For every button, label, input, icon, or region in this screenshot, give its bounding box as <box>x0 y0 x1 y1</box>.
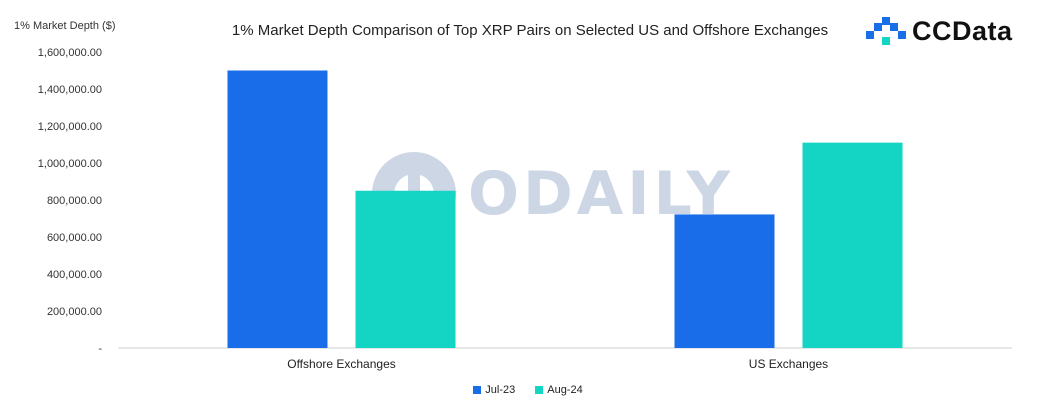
y-tick-label: - <box>98 343 102 355</box>
y-tick-label: 1,400,000.00 <box>38 84 102 96</box>
ccdata-logo: CCData <box>866 14 1013 48</box>
bar-1-1 <box>802 142 903 348</box>
y-tick-label: 200,000.00 <box>47 306 102 318</box>
bar-0-0 <box>227 70 328 348</box>
y-axis-title: 1% Market Depth ($) <box>14 20 116 32</box>
bar-1-0 <box>674 214 775 348</box>
legend-item-jul23: Jul-23 <box>473 384 515 396</box>
y-tick-label: 600,000.00 <box>47 232 102 244</box>
y-tick-label: 1,000,000.00 <box>38 158 102 170</box>
chart-title: 1% Market Depth Comparison of Top XRP Pa… <box>231 22 829 39</box>
legend-swatch-aug24 <box>535 386 544 394</box>
logo-text: CCData <box>912 15 1013 46</box>
legend-item-aug24: Aug-24 <box>535 384 583 396</box>
ccdata-logo-icon <box>866 17 906 45</box>
x-category-label: Offshore Exchanges <box>287 357 396 371</box>
legend-label-aug24: Aug-24 <box>547 384 583 396</box>
y-tick-label: 800,000.00 <box>47 195 102 207</box>
y-tick-label: 1,200,000.00 <box>38 121 102 133</box>
y-tick-label: 400,000.00 <box>47 269 102 281</box>
legend-swatch-jul23 <box>473 386 482 394</box>
legend: Jul-23 Aug-24 <box>0 384 1056 396</box>
x-category-label: US Exchanges <box>749 357 828 371</box>
y-tick-label: 1,600,000.00 <box>38 47 102 59</box>
legend-label-jul23: Jul-23 <box>485 384 516 396</box>
bar-0-1 <box>355 190 456 348</box>
